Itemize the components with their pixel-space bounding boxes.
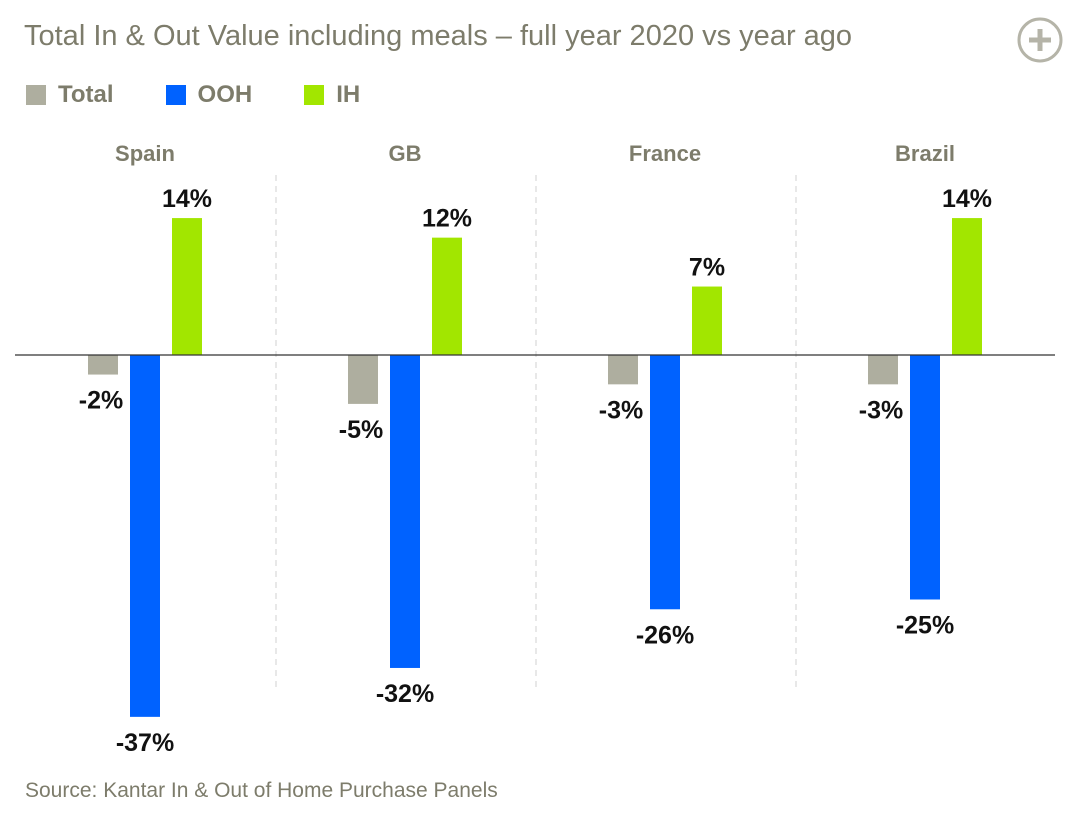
legend-item-ooh[interactable]: OOH	[165, 81, 253, 109]
plus-circle-icon[interactable]	[1017, 17, 1063, 63]
bar-total-france	[608, 355, 638, 385]
data-label-ooh-france: -26%	[636, 621, 694, 649]
bar-ih-gb	[432, 237, 462, 355]
bar-ooh-gb	[390, 355, 420, 668]
category-label-gb: GB	[389, 141, 422, 166]
data-label-total-spain: -2%	[79, 387, 123, 415]
category-label-spain: Spain	[115, 141, 175, 166]
data-label-ooh-brazil: -25%	[896, 612, 954, 640]
bar-total-gb	[348, 355, 378, 404]
category-label-brazil: Brazil	[895, 141, 955, 166]
legend-label-total: Total	[58, 81, 114, 108]
bar-total-spain	[88, 355, 118, 375]
legend-item-ih[interactable]: IH	[304, 81, 360, 109]
data-label-ooh-gb: -32%	[376, 680, 434, 708]
bar-ih-brazil	[952, 218, 982, 355]
data-label-ih-brazil: 14%	[942, 185, 992, 213]
data-label-total-brazil: -3%	[859, 396, 903, 424]
bar-total-brazil	[868, 355, 898, 385]
data-label-ih-france: 7%	[689, 254, 725, 282]
bar-ih-france	[692, 286, 722, 355]
chart-title: Total In & Out Value including meals – f…	[24, 20, 853, 52]
data-label-ih-spain: 14%	[162, 185, 212, 213]
legend-swatch-ih	[304, 85, 325, 105]
bar-ooh-france	[650, 355, 680, 610]
data-label-ih-gb: 12%	[422, 205, 472, 233]
legend-label-ooh: OOH	[197, 81, 253, 108]
data-label-ooh-spain: -37%	[116, 729, 174, 757]
bar-ih-spain	[172, 218, 202, 355]
source-note: Source: Kantar In & Out of Home Purchase…	[25, 779, 498, 802]
legend-swatch-ooh	[165, 85, 186, 105]
legend-item-total[interactable]: Total	[26, 81, 114, 109]
bar-ooh-spain	[130, 355, 160, 717]
bar-ooh-brazil	[910, 355, 940, 600]
legend-label-ih: IH	[336, 81, 361, 108]
data-label-total-gb: -5%	[339, 416, 383, 444]
legend: Total OOH IH	[26, 80, 412, 110]
data-label-total-france: -3%	[599, 396, 643, 424]
legend-swatch-total	[26, 85, 46, 105]
category-label-france: France	[629, 141, 701, 166]
